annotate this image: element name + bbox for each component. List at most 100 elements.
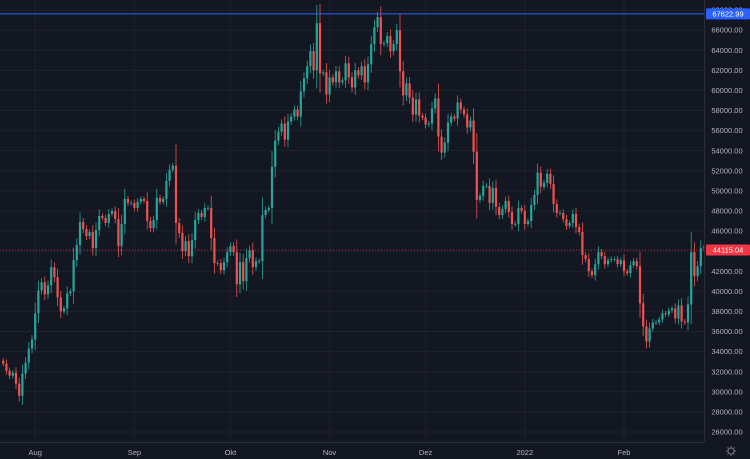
price-axis[interactable]: [704, 0, 750, 442]
candle: [203, 203, 206, 222]
candle: [174, 144, 178, 245]
candle: [75, 238, 78, 267]
candle: [395, 23, 398, 51]
candle: [178, 217, 181, 239]
candle: [107, 209, 110, 228]
candle: [693, 242, 696, 287]
candle: [152, 215, 155, 233]
candle: [350, 72, 354, 93]
candle: [296, 105, 299, 121]
candle: [158, 194, 162, 205]
candle: [507, 195, 510, 218]
candle: [370, 35, 373, 73]
candle: [165, 172, 168, 207]
candle: [114, 206, 117, 224]
candle: [648, 322, 651, 348]
candle: [187, 234, 190, 263]
candle: [46, 280, 50, 300]
last-price-badge: 44115.04: [706, 244, 750, 256]
candle: [347, 56, 350, 84]
y-tick-label: 64000.00: [711, 46, 742, 55]
candle: [40, 277, 43, 295]
candle: [456, 95, 459, 126]
candle: [565, 215, 568, 230]
candle: [584, 252, 587, 263]
candle: [434, 93, 437, 114]
candle: [171, 162, 174, 173]
candle: [50, 259, 53, 294]
candle: [299, 81, 302, 127]
candle: [510, 206, 514, 230]
candle: [197, 208, 200, 224]
candle: [302, 72, 306, 98]
candle: [373, 19, 376, 52]
candle: [562, 209, 565, 223]
candle: [405, 77, 408, 102]
candle: [283, 116, 286, 147]
candle: [72, 247, 75, 304]
y-tick-label: 38000.00: [711, 307, 742, 316]
y-tick-label: 58000.00: [711, 106, 742, 115]
candle: [539, 166, 542, 194]
candle: [126, 195, 130, 206]
candle: [523, 204, 526, 231]
settings-icon[interactable]: [726, 446, 736, 456]
candle: [328, 69, 331, 102]
candle: [110, 208, 114, 217]
candle: [610, 256, 613, 263]
candle: [526, 218, 530, 227]
candle: [2, 358, 5, 367]
candle: [363, 59, 366, 90]
candle: [357, 67, 360, 79]
candle: [642, 293, 645, 337]
candle: [645, 319, 648, 349]
candle: [251, 242, 254, 275]
candle: [475, 133, 478, 219]
candle: [600, 249, 603, 260]
candle: [206, 205, 210, 211]
candle: [638, 251, 642, 318]
candle: [635, 257, 638, 270]
candle: [482, 180, 485, 201]
candle: [696, 261, 699, 282]
candle: [162, 196, 165, 205]
time-axis[interactable]: [0, 442, 704, 459]
candle: [264, 206, 267, 219]
grid-horizontal: [0, 9, 704, 433]
candle: [258, 258, 261, 264]
y-tick-label: 52000.00: [711, 166, 742, 175]
candle: [286, 113, 290, 148]
candle: [542, 179, 546, 190]
candle: [142, 196, 146, 204]
candle: [146, 192, 149, 230]
candle: [603, 251, 606, 269]
candle: [37, 280, 40, 324]
candle: [360, 61, 363, 81]
candle: [280, 119, 283, 136]
y-tick-label: 40000.00: [711, 287, 742, 296]
x-tick-label: 2022: [516, 448, 533, 457]
candle: [616, 255, 619, 268]
candle: [549, 168, 552, 189]
y-tick-label: 56000.00: [711, 126, 742, 135]
candle: [85, 225, 88, 241]
candle: [82, 218, 85, 234]
candle: [664, 310, 667, 317]
candle: [555, 199, 558, 218]
candle: [139, 196, 142, 205]
candle: [293, 105, 296, 121]
candle: [389, 29, 392, 59]
candle: [200, 210, 203, 220]
candles: [2, 4, 728, 406]
candle: [386, 32, 389, 48]
last-price-label: 44115.04: [713, 246, 744, 255]
candle: [430, 101, 434, 131]
candle: [536, 163, 539, 205]
candle: [98, 209, 101, 237]
candle: [590, 268, 594, 279]
candle: [30, 334, 34, 354]
candle: [546, 169, 549, 188]
candle: [690, 232, 693, 325]
candle: [501, 205, 504, 219]
